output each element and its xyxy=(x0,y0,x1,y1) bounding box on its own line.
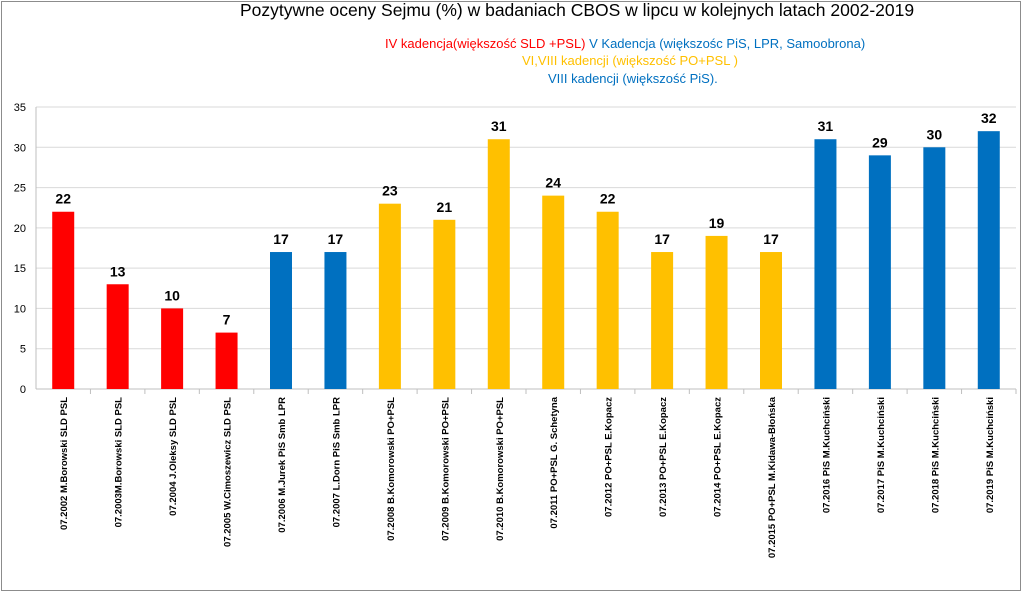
data-label: 31 xyxy=(491,118,507,134)
bar xyxy=(814,139,837,389)
bar xyxy=(324,252,347,389)
data-label: 10 xyxy=(164,287,180,303)
bar xyxy=(868,155,891,389)
data-label: 17 xyxy=(654,231,670,247)
data-label: 32 xyxy=(981,110,997,126)
x-tick-label: 07.2002 M.Borowski SLD PSL xyxy=(59,397,70,530)
x-tick-label: 07.2015 PO+PSL M.Kidawa-Błońska xyxy=(767,396,778,558)
x-tick-label: 07.2007 L.Dorn PiS Smb LPR xyxy=(331,397,342,528)
y-tick-label: 15 xyxy=(14,263,26,275)
x-tick-label: 07.2010 B.Komorowski PO+PSL xyxy=(495,397,506,541)
data-label: 7 xyxy=(223,312,231,328)
x-tick-label: 07.2003M.Borowski SLD PSL xyxy=(114,397,125,528)
x-tick-label: 07.2011 PO+PSL G. Schetyna xyxy=(549,396,560,528)
y-tick-label: 0 xyxy=(20,384,26,396)
subtitle-part-2-1: VI,VIII kadencji (większość PO+PSL ) xyxy=(522,53,738,68)
y-tick-label: 10 xyxy=(14,303,26,315)
x-tick-label: 07.2019 PiS M.Kuchciński xyxy=(985,397,996,513)
y-tick-label: 30 xyxy=(14,142,26,154)
y-tick-label: 35 xyxy=(14,102,26,114)
bar xyxy=(52,211,75,389)
x-tick-label: 07.2013 PO+PSL E.Kopacz xyxy=(658,397,669,517)
subtitle-part-1-2: V Kadencja (większośc PiS, LPR, Samoobro… xyxy=(585,36,866,51)
x-tick-label: 07.2012 PO+PSL E.Kopacz xyxy=(604,397,615,517)
bar xyxy=(651,252,674,389)
x-tick-label: 07.2005 W.Cimoszewicz SLD PSL xyxy=(223,397,234,547)
chart-subtitle-line-1: IV kadencja(większość SLD +PSL) V Kadenc… xyxy=(385,36,865,51)
data-label: 13 xyxy=(110,263,126,279)
bar xyxy=(487,139,510,389)
bar xyxy=(760,252,782,389)
chart-subtitle-line-2: VI,VIII kadencji (większość PO+PSL ) xyxy=(522,53,738,68)
x-tick-label: 07.2017 PiS M.Kuchciński xyxy=(876,397,887,513)
y-tick-label: 5 xyxy=(20,344,26,356)
chart-title: Pozytywne oceny Sejmu (%) w badaniach CB… xyxy=(240,0,915,20)
x-tick-label: 07.2006 M.Jurek PiS Smb LPR xyxy=(277,397,288,533)
bar xyxy=(542,195,565,389)
data-label: 29 xyxy=(872,134,888,150)
data-label: 21 xyxy=(437,199,453,215)
subtitle-part-1-1: IV kadencja(większość SLD +PSL) xyxy=(385,36,586,51)
bar xyxy=(270,252,292,389)
x-tick-label: 07.2004 J.Oleksy SLD PSL xyxy=(168,397,179,516)
subtitle-part-3-1: VIII kadencji (większość PiS). xyxy=(548,71,718,86)
data-label: 17 xyxy=(328,231,344,247)
chart-subtitle-line-3: VIII kadencji (większość PiS). xyxy=(548,71,718,86)
x-tick-label: 07.2009 B.Komorowski PO+PSL xyxy=(440,397,451,541)
data-label: 22 xyxy=(55,191,71,207)
data-label: 17 xyxy=(763,231,779,247)
x-tick-label: 07.2016 PiS M.Kuchciński xyxy=(821,397,832,513)
x-tick-label: 07.2014 PO+PSL E.Kopacz xyxy=(713,397,724,517)
data-label: 24 xyxy=(545,175,561,191)
data-label: 17 xyxy=(273,231,289,247)
data-label: 30 xyxy=(927,126,943,142)
x-tick-label: 07.2018 PiS M.Kuchciński xyxy=(930,397,941,513)
y-tick-label: 20 xyxy=(14,223,26,235)
bar xyxy=(977,131,1000,389)
bar xyxy=(378,203,401,389)
bar xyxy=(596,211,619,389)
data-label: 31 xyxy=(818,118,834,134)
bar xyxy=(705,235,728,389)
bar xyxy=(433,219,456,389)
bar xyxy=(215,332,238,389)
x-tick-label: 07.2008 B.Komorowski PO+PSL xyxy=(386,397,397,541)
bar xyxy=(161,308,184,389)
data-label: 22 xyxy=(600,191,616,207)
data-label: 19 xyxy=(709,215,725,231)
y-tick-label: 25 xyxy=(14,183,26,195)
bar xyxy=(106,284,129,389)
data-label: 23 xyxy=(382,183,398,199)
bar xyxy=(923,147,946,389)
